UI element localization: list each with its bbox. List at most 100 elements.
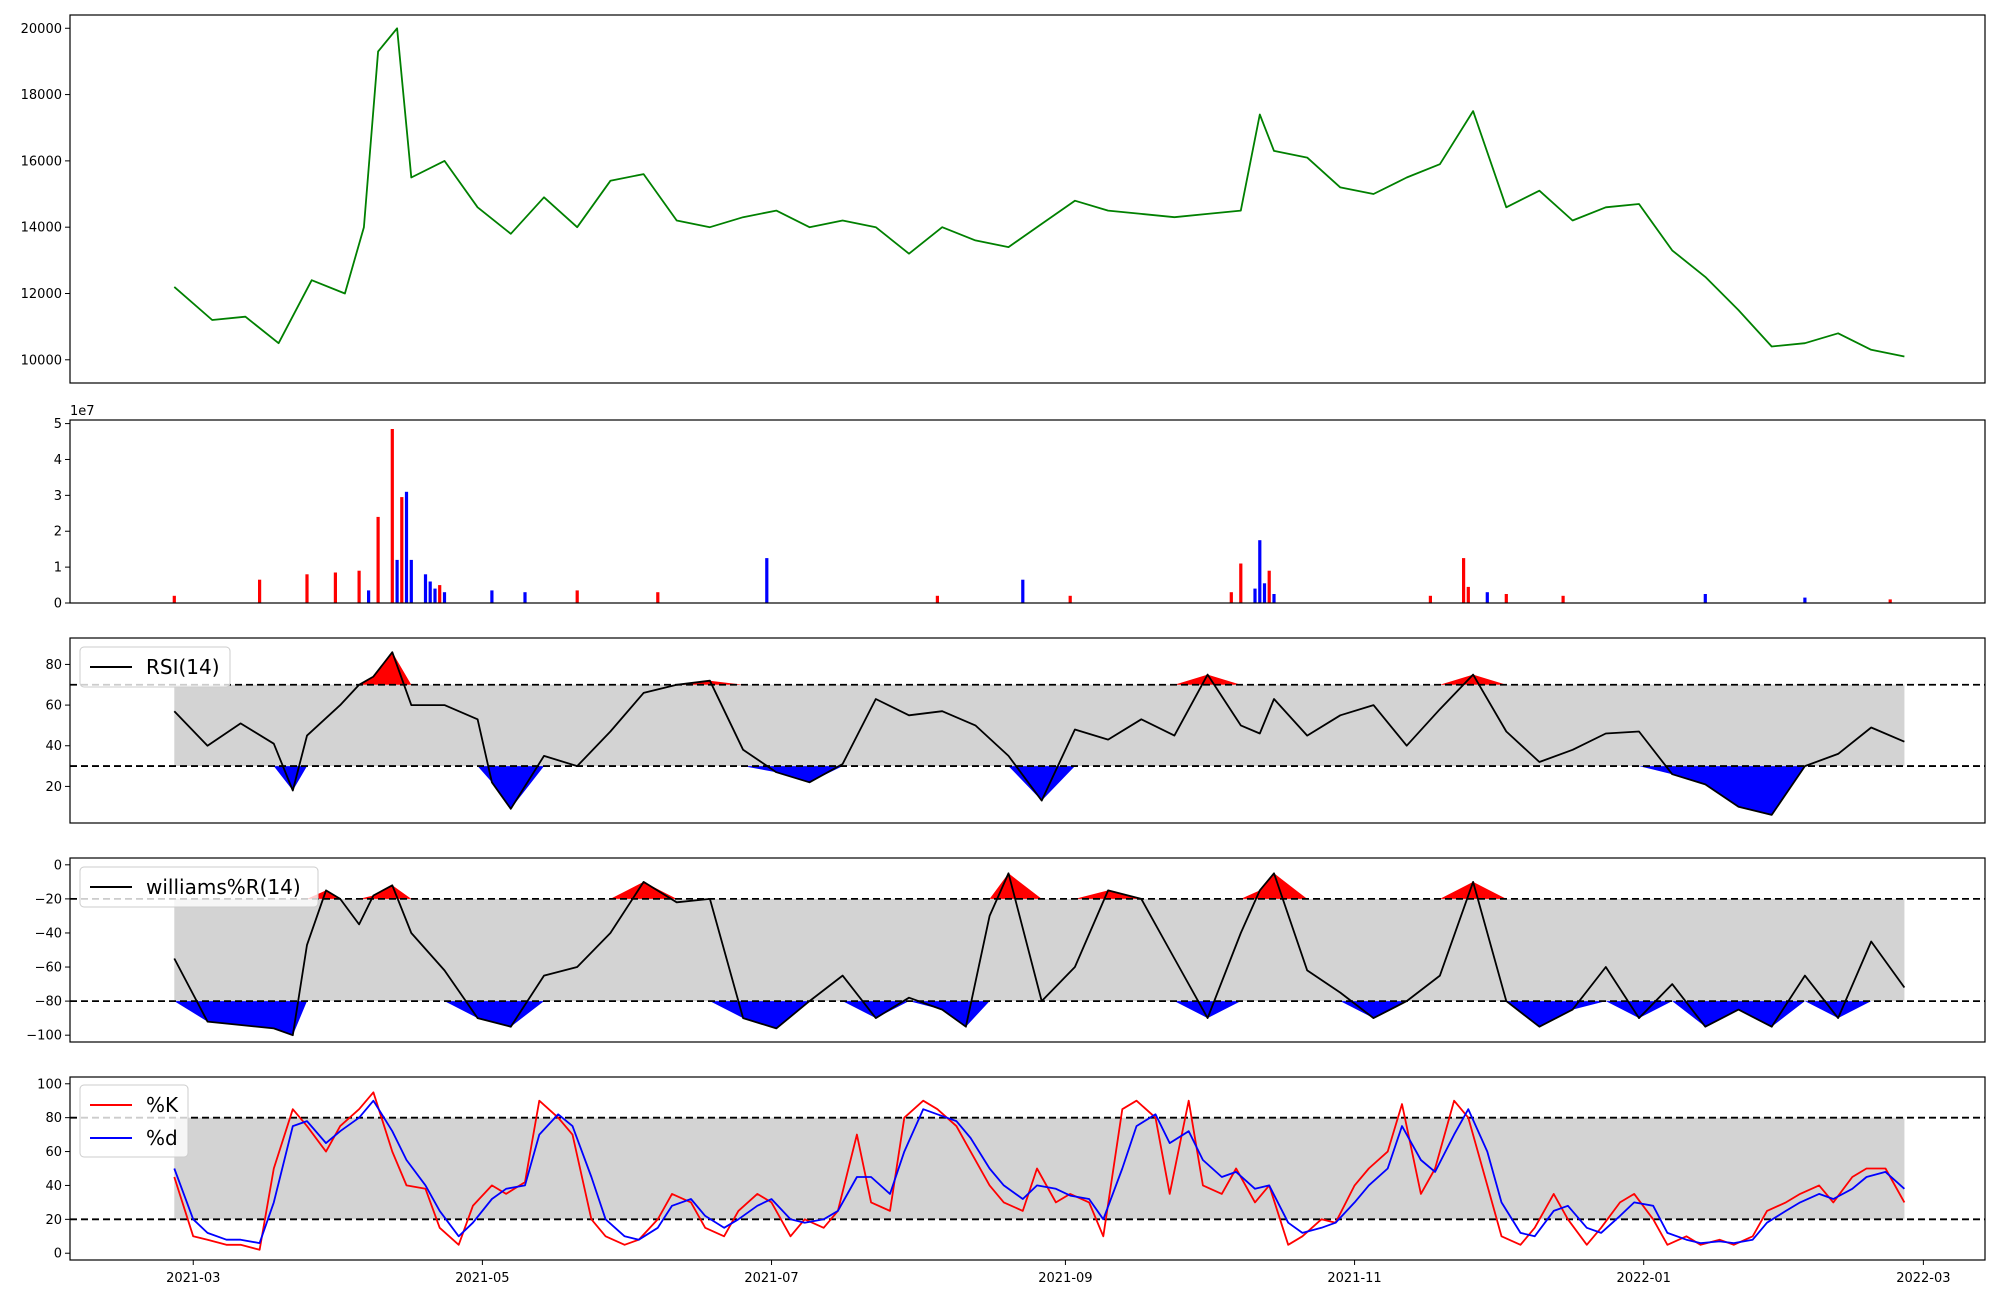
stochastic-y-tick-label: 0 (54, 1247, 62, 1262)
volume-bar (1561, 595, 1565, 603)
williams-y-tick-label: −60 (35, 961, 62, 976)
volume-bar (333, 572, 337, 603)
williams-y-tick-label: −40 (35, 926, 62, 941)
rsi-y-tick-label: 60 (45, 699, 62, 714)
price-panel: 10000 12000 14000 16000 18000 20000 (21, 14, 1986, 384)
volume-panel: 1e7 0 1 2 3 4 5 (54, 404, 1986, 612)
stochastic-neutral-band (174, 1117, 1905, 1220)
date-x-axis: 2021-03 2021-05 2021-07 2021-09 2021-11 2022-… (166, 1260, 1951, 1286)
volume-bar (1229, 592, 1233, 603)
volume-bar (1253, 588, 1257, 603)
rsi-oversold-fill (174, 766, 1905, 815)
volume-bar (1462, 558, 1466, 603)
volume-y-tick-label: 1 (54, 561, 62, 576)
x-tick-label: 2021-05 (455, 1271, 509, 1286)
volume-axes-frame (69, 419, 1986, 604)
volume-bar (575, 590, 579, 603)
stochastic-panel: 0 20 40 60 80 100 %K %d (37, 1076, 1986, 1262)
price-line (173, 27, 1905, 358)
volume-bar (357, 570, 361, 603)
volume-y-tick-label: 3 (54, 489, 62, 504)
volume-bar (935, 595, 939, 603)
volume-bar (428, 581, 432, 603)
williams-legend-box (79, 866, 319, 908)
volume-offset-label: 1e7 (70, 404, 95, 419)
price-y-tick-label: 16000 (21, 154, 62, 169)
x-tick-label: 2021-07 (744, 1271, 798, 1286)
price-y-tick-label: 12000 (21, 287, 62, 302)
volume-bar (1258, 540, 1262, 603)
volume-bar (1504, 594, 1508, 603)
volume-bar (376, 516, 380, 603)
volume-bar (1485, 592, 1489, 603)
williams-overbought-fill (174, 873, 1905, 899)
price-axes-frame (69, 14, 1986, 384)
k-legend-label: %K (146, 1093, 179, 1117)
x-tick-label: 2021-03 (166, 1271, 220, 1286)
williams-legend: williams%R(14) (79, 866, 319, 908)
volume-bar (523, 592, 527, 603)
volume-bar (765, 558, 769, 603)
volume-bar (1262, 583, 1267, 603)
volume-bar (1272, 594, 1276, 603)
volume-bar (404, 491, 409, 603)
rsi-legend: RSI(14) (79, 646, 231, 688)
volume-bar (438, 585, 442, 603)
williams-y-tick-label: −80 (35, 995, 62, 1010)
rsi-y-tick-label: 20 (45, 780, 62, 795)
volume-bar (409, 559, 413, 603)
volume-bar (1466, 586, 1470, 603)
price-y-tick-label: 18000 (21, 88, 62, 103)
stochastic-y-tick-label: 60 (45, 1145, 62, 1160)
volume-bar (1428, 595, 1432, 603)
stochastic-y-tick-label: 80 (45, 1111, 62, 1126)
stochastic-legend: %K %d (79, 1084, 189, 1158)
volume-bar (395, 559, 399, 603)
volume-bar (1703, 594, 1707, 603)
stochastic-y-tick-label: 100 (37, 1077, 62, 1092)
volume-y-tick-label: 2 (54, 525, 62, 540)
williams-neutral-band (174, 898, 1905, 1002)
williams-y-tick-label: 0 (54, 858, 62, 873)
volume-bar (390, 429, 394, 603)
rsi-legend-label: RSI(14) (146, 655, 220, 679)
volume-bar (1239, 563, 1243, 603)
x-tick-label: 2021-11 (1327, 1271, 1381, 1286)
williams-series-line (173, 872, 1906, 1037)
x-tick-label: 2022-03 (1896, 1271, 1950, 1286)
rsi-series-line (173, 651, 1905, 816)
volume-bar (1021, 579, 1025, 603)
rsi-neutral-band (174, 684, 1905, 767)
volume-y-tick-label: 0 (54, 597, 62, 612)
price-y-tick-label: 14000 (21, 221, 62, 236)
volume-bar (305, 574, 309, 603)
stochastic-y-tick-label: 20 (45, 1213, 62, 1228)
rsi-legend-box (79, 646, 231, 688)
volume-bar (1068, 595, 1072, 603)
d-line (173, 1099, 1905, 1244)
volume-bar (490, 590, 494, 603)
stochastic-axes-frame (69, 1076, 1986, 1261)
x-tick-label: 2021-09 (1038, 1271, 1092, 1286)
williams-oversold-fill (174, 1001, 1905, 1036)
rsi-panel: 20 40 60 80 RSI(14) (45, 637, 1986, 824)
williams-y-tick-label: −100 (26, 1029, 62, 1044)
volume-bar (442, 592, 447, 603)
volume-bar (258, 579, 262, 603)
williams-panel: 0 −20 −40 −60 −80 −100 williams%R(14) (26, 857, 1986, 1044)
williams-legend-label: williams%R(14) (146, 875, 301, 899)
rsi-axes-frame (69, 637, 1986, 824)
volume-bar (172, 595, 176, 603)
volume-y-tick-label: 4 (54, 453, 62, 468)
volume-bar (1888, 599, 1892, 603)
rsi-y-tick-label: 80 (45, 658, 62, 673)
volume-bar (433, 588, 437, 603)
volume-y-tick-label: 5 (54, 417, 62, 432)
volume-bar (423, 574, 428, 603)
volume-bar (367, 590, 371, 603)
volume-bar (1267, 570, 1271, 603)
williams-axes-frame (69, 857, 1986, 1043)
x-tick-label: 2022-01 (1617, 1271, 1671, 1286)
price-y-tick-label: 10000 (21, 353, 62, 368)
